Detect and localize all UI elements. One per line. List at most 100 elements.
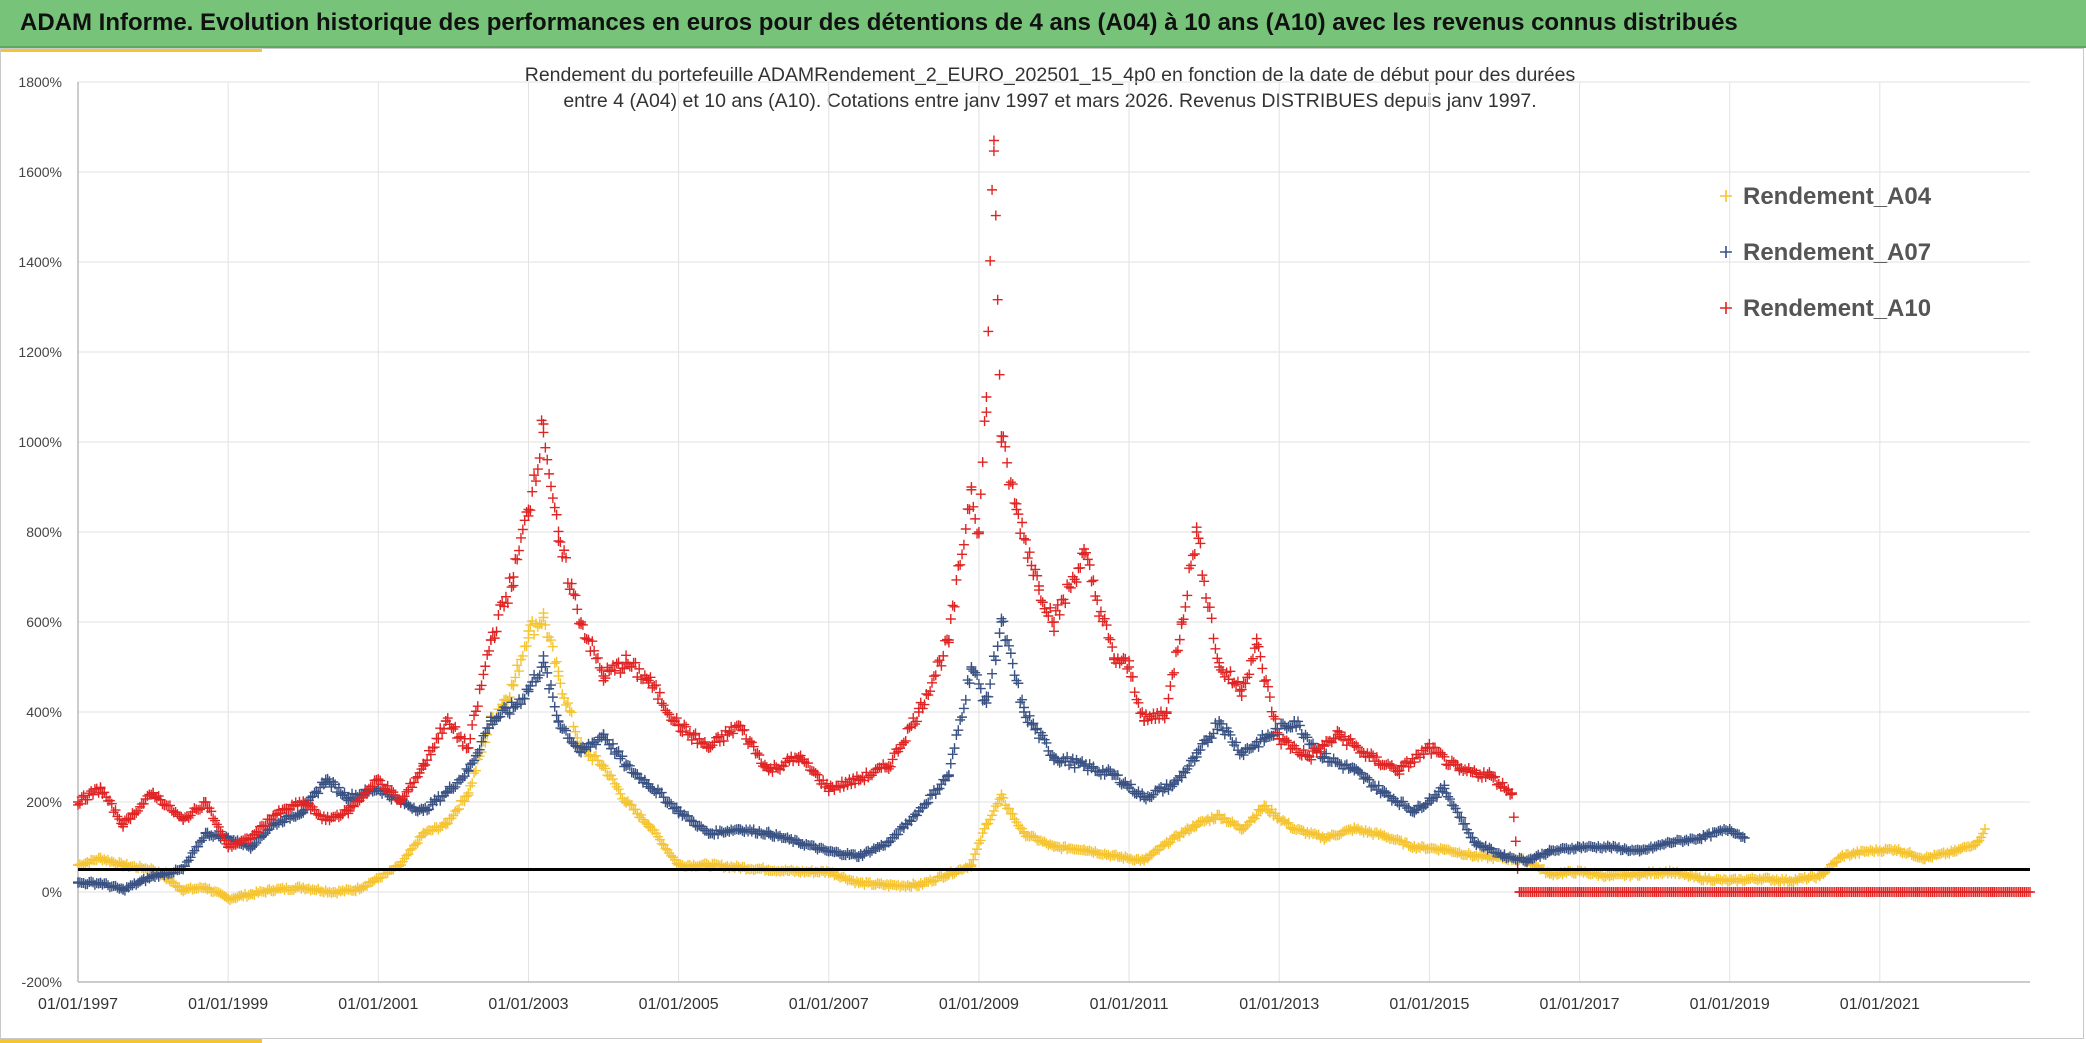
- series-rendement-a07-point: [1443, 791, 1454, 802]
- series-rendement-a10-point: [960, 523, 971, 534]
- series-rendement-a07-point: [913, 806, 924, 816]
- series-rendement-a10-point: [1020, 534, 1031, 545]
- series-rendement-a10-point: [1272, 727, 1283, 738]
- series-rendement-a07-point: [1349, 765, 1360, 776]
- series-rendement-a10-point: [988, 135, 999, 146]
- series-rendement-a07-point: [502, 707, 513, 718]
- series-rendement-a04-point: [1694, 873, 1705, 884]
- series-rendement-a04-point: [568, 721, 579, 732]
- series-rendement-a10-point: [335, 810, 346, 821]
- series-rendement-a07-point: [906, 816, 917, 827]
- series-rendement-a10-point: [913, 707, 924, 717]
- series-rendement-a10-point: [1874, 887, 1885, 897]
- series-rendement-a10-point: [399, 791, 410, 802]
- series-rendement-a07-point: [198, 833, 209, 844]
- series-rendement-a10-point: [525, 505, 536, 516]
- series-rendement-a07-point: [196, 835, 207, 846]
- series-rendement-a10-point: [1315, 746, 1326, 757]
- series-rendement-a10-point: [362, 788, 373, 799]
- series-rendement-a10-point: [1649, 887, 1660, 897]
- series-rendement-a07-point: [1206, 733, 1217, 744]
- series-rendement-a10-point: [1214, 662, 1225, 672]
- series-rendement-a07-point: [1544, 846, 1555, 857]
- series-rendement-a07-point: [1024, 710, 1035, 721]
- series-rendement-a10-point: [1159, 713, 1170, 724]
- series-rendement-a10-point: [555, 537, 566, 548]
- series-rendement-a10-point: [1484, 770, 1495, 780]
- series-rendement-a04-point: [996, 792, 1007, 803]
- series-rendement-a07-point: [957, 712, 968, 723]
- series-rendement-a10-point: [1345, 733, 1356, 744]
- series-rendement-a07-point: [1694, 833, 1705, 843]
- series-rendement-a07-point: [474, 744, 485, 755]
- series-rendement-a10-point: [253, 827, 264, 838]
- series-rendement-a10-point: [572, 604, 583, 615]
- series-rendement-a10-point: [1191, 527, 1202, 537]
- series-rendement-a07-point: [643, 779, 654, 789]
- series-rendement-a10-point: [938, 650, 949, 661]
- series-rendement-a10-point: [1049, 617, 1059, 627]
- series-rendement-a10-point: [131, 807, 142, 818]
- series-rendement-a10-point: [975, 489, 986, 500]
- series-rendement-a10-point: [484, 645, 495, 656]
- series-rendement-a07-point: [947, 749, 958, 760]
- series-rendement-a07-point: [450, 781, 461, 792]
- series-rendement-a07-point: [508, 702, 519, 713]
- series-rendement-a04-point: [1814, 871, 1825, 882]
- series-rendement-a10-point: [133, 805, 144, 816]
- series-rendement-a04-point: [514, 666, 525, 677]
- y-tick-label: 1600%: [18, 164, 62, 180]
- series-rendement-a07-point: [1238, 750, 1249, 761]
- series-rendement-a04-point: [1978, 828, 1989, 839]
- series-rendement-a07-point: [1002, 634, 1013, 645]
- series-rendement-a10-point: [1426, 748, 1437, 759]
- series-rendement-a04-point: [630, 804, 641, 815]
- series-rendement-a07-point: [549, 701, 560, 712]
- series-rendement-a10-point: [1212, 653, 1223, 664]
- series-rendement-a10-point: [947, 600, 958, 611]
- series-rendement-a10-point: [1094, 611, 1105, 622]
- series-rendement-a10-point: [1107, 642, 1118, 653]
- series-rendement-a07-point: [606, 743, 617, 754]
- series-rendement-a07-point: [1259, 734, 1270, 744]
- series-rendement-a07-point: [519, 693, 530, 704]
- series-rendement-a10-point: [1069, 574, 1080, 585]
- series-rendement-a04-point: [298, 882, 309, 893]
- series-rendement-a10-point: [450, 721, 461, 732]
- series-rendement-a04-point: [611, 781, 622, 792]
- series-rendement-a07-point: [973, 678, 984, 689]
- series-rendement-a10-point: [945, 614, 956, 625]
- series-rendement-a10-point: [1912, 887, 1923, 897]
- series-rendement-a10-point: [1261, 674, 1272, 685]
- series-rendement-a07-point: [943, 770, 954, 780]
- series-rendement-a10-point: [1341, 740, 1352, 751]
- series-rendement-a10-point: [148, 788, 159, 798]
- series-rendement-a04-point: [1604, 871, 1615, 882]
- series-rendement-a10-point: [754, 750, 765, 761]
- series-rendement-a04-point: [465, 780, 476, 791]
- series-rendement-a07-point: [972, 669, 983, 680]
- series-rendement-a04-point: [654, 834, 665, 845]
- series-rendement-a07-point: [1005, 648, 1016, 659]
- page-title: ADAM Informe. Evolution historique des p…: [20, 9, 1738, 36]
- legend-rendement-a04-marker: [1720, 190, 1732, 202]
- series-rendement-a10-point: [994, 369, 1005, 380]
- series-rendement-a04-point: [1949, 846, 1960, 857]
- series-rendement-a07-point: [1467, 832, 1478, 843]
- series-rendement-a07-point: [320, 774, 331, 785]
- series-rendement-a10-point: [803, 758, 814, 769]
- series-rendement-a10-point: [1101, 620, 1112, 631]
- series-rendement-a10-point: [1949, 887, 1960, 897]
- series-rendement-a07-point: [1079, 761, 1090, 771]
- series-rendement-a10-point: [744, 736, 755, 747]
- series-rendement-a10-point: [853, 774, 864, 785]
- series-rendement-a10-point: [515, 532, 526, 543]
- series-rendement-a04-point: [1261, 800, 1272, 811]
- series-rendement-a07-point: [925, 790, 936, 801]
- series-rendement-a04-point: [913, 880, 924, 891]
- x-tick-label: 01/01/1997: [38, 996, 118, 1013]
- series-rendement-a07-point: [1604, 842, 1615, 852]
- series-rendement-a04-point: [968, 854, 979, 865]
- series-rendement-a07-point: [1289, 716, 1300, 726]
- series-rendement-a10-point: [532, 464, 543, 475]
